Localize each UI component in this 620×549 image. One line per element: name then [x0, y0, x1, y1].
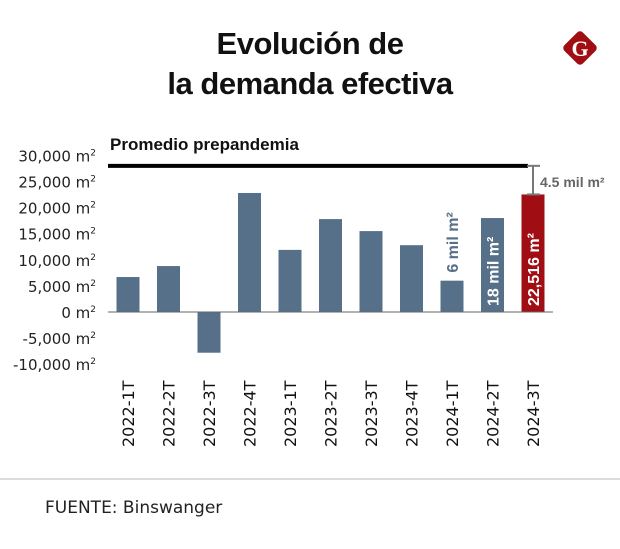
y-tick-label: 10,000 m2	[18, 252, 96, 270]
y-tick-label: 20,000 m2	[18, 200, 96, 218]
title-line-2: la demanda efectiva	[167, 66, 453, 101]
bar-2023-2T	[319, 219, 342, 312]
title-line-1: Evolución de	[216, 26, 404, 61]
y-tick-label: -10,000 m2	[13, 356, 96, 374]
chart-title: Evolución de la demanda efectiva	[0, 24, 620, 104]
gap-annotation: 4.5 mil m²	[540, 174, 605, 190]
y-tick-label: -5,000 m2	[23, 330, 96, 348]
y-tick-label: 0 m2	[61, 304, 96, 322]
logo-letter: G	[571, 36, 588, 61]
bar-2023-1T	[278, 249, 302, 312]
bar-2024-3T	[521, 194, 545, 312]
y-tick-label: 15,000 m2	[18, 226, 96, 244]
reference-line-label: Promedio prepandemia	[110, 135, 299, 154]
bar-2023-4T	[400, 245, 423, 312]
x-tick-label: 2022-4T	[241, 380, 260, 447]
x-tick-label: 2023-2T	[322, 380, 341, 447]
x-tick-label: 2023-3T	[362, 380, 381, 447]
bar-2022-1T	[116, 277, 140, 312]
x-tick-label: 2023-4T	[403, 380, 422, 447]
bar-2022-2T	[157, 266, 180, 312]
bar-2024-1T	[440, 280, 464, 312]
x-tick-label: 2023-1T	[281, 380, 300, 447]
bar-data-label: 18 mil m²	[486, 237, 503, 306]
divider	[0, 478, 620, 480]
bar-data-label: 6 mil m²	[445, 212, 462, 272]
y-tick-label: 30,000 m2	[18, 147, 96, 165]
bar-data-label: 22,516 m²	[526, 233, 543, 306]
x-tick-label: 2024-1T	[443, 380, 462, 447]
y-tick-label: 5,000 m2	[28, 278, 96, 296]
source-note: FUENTE: Binswanger	[45, 498, 223, 518]
x-tick-label: 2022-3T	[200, 380, 219, 447]
x-tick-label: 2024-2T	[484, 380, 503, 447]
bar-2024-2T	[481, 218, 504, 312]
x-tick-label: 2022-1T	[119, 380, 138, 447]
bar-2022-3T	[197, 312, 221, 353]
x-tick-label: 2024-3T	[524, 380, 543, 447]
x-tick-label: 2022-2T	[160, 380, 179, 447]
y-tick-label: 25,000 m2	[18, 174, 96, 192]
bar-2022-4T	[238, 192, 261, 312]
bar-chart: 30,000 m2 25,000 m2 20,000 m2 15,000 m2 10,0…	[13, 135, 605, 447]
bar-2023-3T	[359, 231, 383, 312]
brand-logo-icon: G	[563, 31, 597, 65]
